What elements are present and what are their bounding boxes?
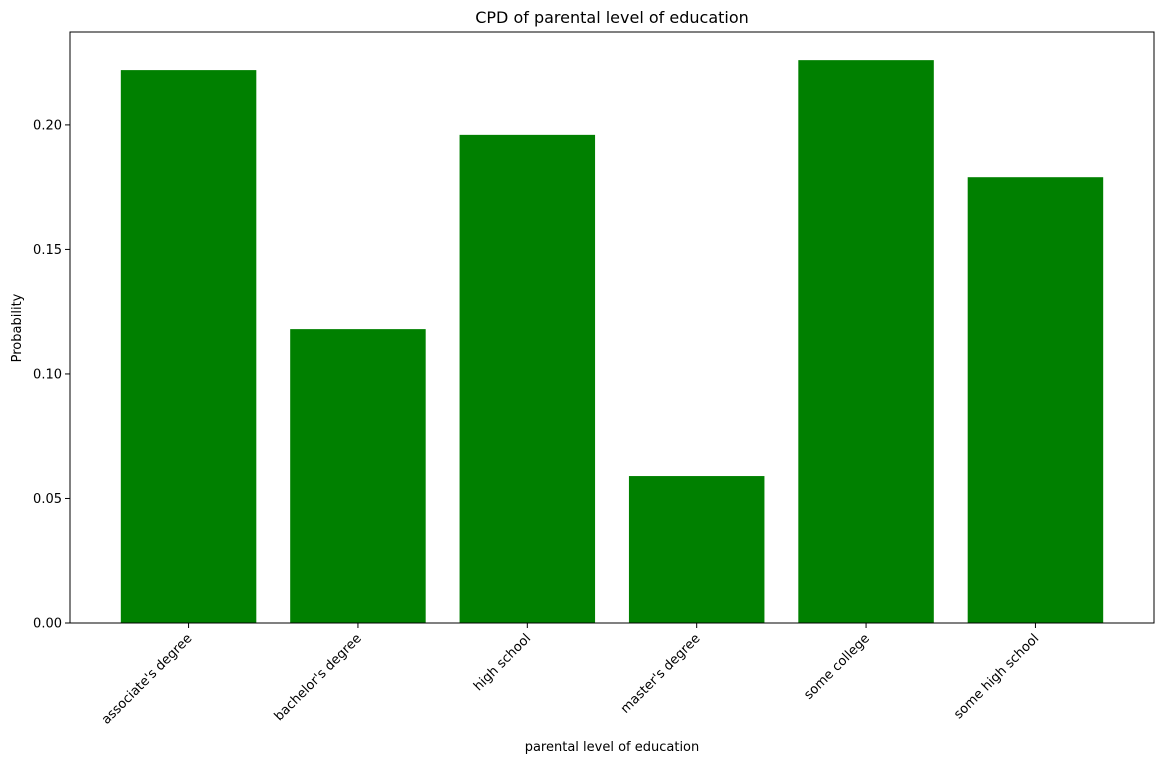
bar-1 <box>290 329 426 623</box>
bars-group <box>120 60 1104 624</box>
x-tick-label: some high school <box>951 631 1042 722</box>
plot-frame <box>69 31 1155 624</box>
x-tick-label: some college <box>801 631 872 702</box>
bar-5 <box>967 177 1104 624</box>
y-axis-label: Probability <box>10 293 25 362</box>
x-tick-label: bachelor's degree <box>272 631 365 724</box>
x-tick-label: associate's degree <box>99 631 195 727</box>
x-tick-label: master's degree <box>618 631 703 716</box>
y-tick-label: 0.15 <box>33 243 62 258</box>
x-axis-ticks: associate's degree bachelor's degree high … <box>99 623 1042 728</box>
bar-0 <box>120 70 257 624</box>
y-axis-ticks: 0.00 0.05 0.10 0.15 0.20 <box>33 118 70 632</box>
chart-title: CPD of parental level of education <box>475 8 749 27</box>
y-tick-label: 0.05 <box>33 492 62 507</box>
y-tick-label: 0.00 <box>33 617 62 632</box>
y-tick-label: 0.20 <box>33 118 62 133</box>
x-axis-label: parental level of education <box>525 740 700 755</box>
bar-3 <box>628 476 765 623</box>
y-tick-label: 0.10 <box>33 367 62 382</box>
x-tick-label: high school <box>471 631 534 694</box>
bar-4 <box>798 60 934 623</box>
bar-2 <box>459 134 596 624</box>
